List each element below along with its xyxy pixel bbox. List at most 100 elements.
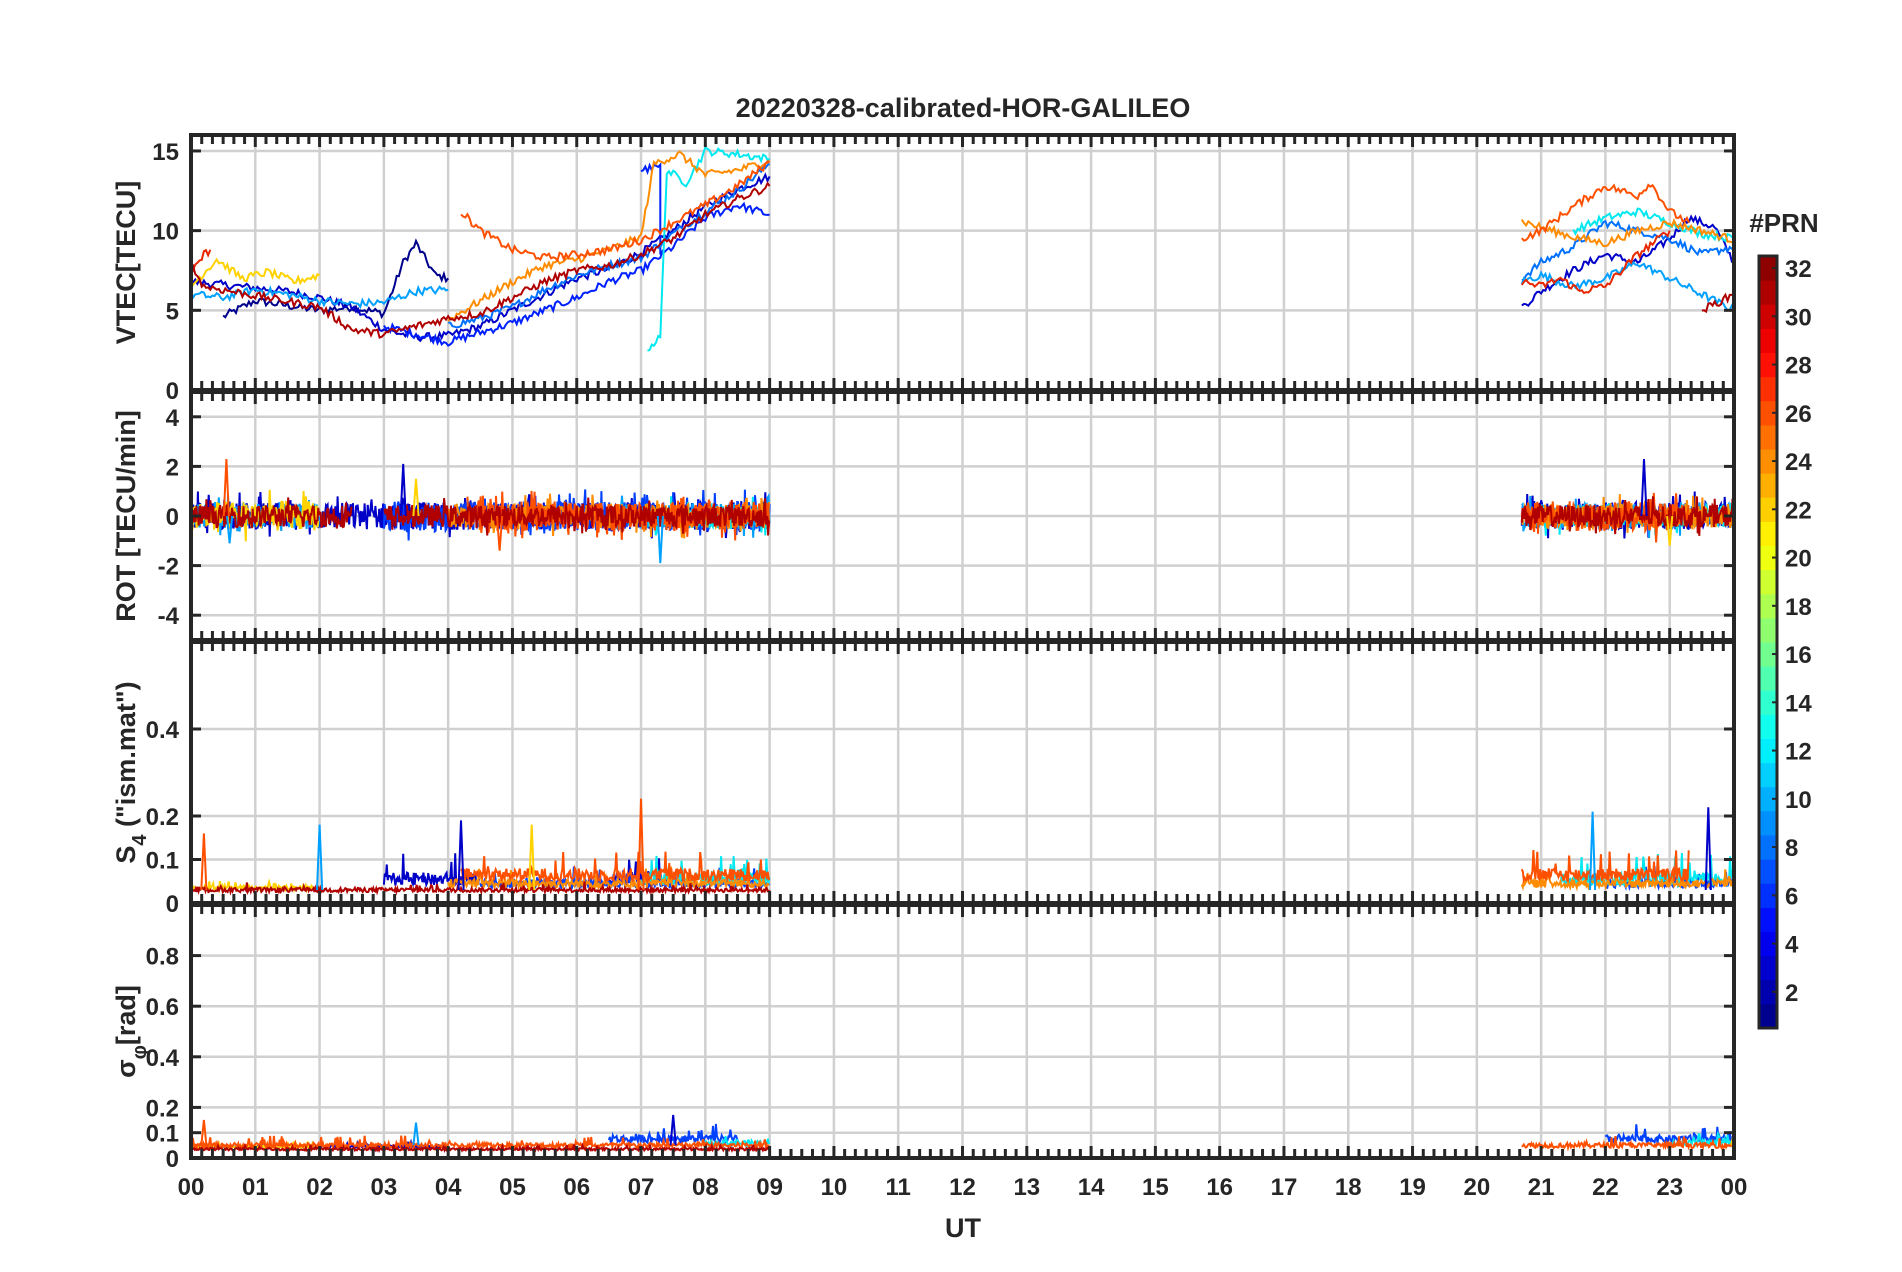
series-trace-prn-25 [460, 851, 771, 885]
colorbar-swatch [1759, 690, 1777, 715]
colorbar-swatch [1759, 449, 1777, 474]
series-trace-prn-6 [607, 1123, 739, 1147]
colorbar-swatch [1759, 955, 1777, 981]
series-trace-prn-30 [1520, 496, 1734, 536]
series-trace-prn-23 [1520, 869, 1734, 892]
x-tick-label: 21 [1528, 1174, 1555, 1201]
series-line-prn-8 [448, 162, 771, 329]
colorbar-swatch [1759, 328, 1777, 353]
y-tick-label: 15 [152, 139, 179, 166]
x-tick-label: 13 [1013, 1174, 1040, 1201]
colorbar-swatch [1759, 497, 1777, 522]
y-tick-label: 0.1 [146, 1121, 179, 1148]
colorbar-swatch [1759, 593, 1777, 619]
colorbar-swatch [1759, 280, 1777, 305]
colorbar-swatch [1759, 1003, 1777, 1029]
y-tick-label: 5 [166, 298, 179, 325]
y-axis-label-subscript: φ [129, 1045, 151, 1059]
colorbar-swatch [1759, 714, 1777, 739]
x-tick-label: 05 [499, 1174, 526, 1201]
y-tick-label: 0 [166, 504, 179, 531]
series-line-prn-8 [1521, 219, 1734, 282]
y-tick-label: 0 [166, 378, 179, 405]
y-tick-label: 10 [152, 219, 179, 246]
colorbar-swatch [1759, 473, 1777, 498]
colorbar-swatch [1759, 424, 1777, 450]
y-tick-label: 0.2 [146, 1095, 179, 1122]
colorbar-tick-label: 16 [1785, 642, 1812, 669]
x-tick-label: 00 [1721, 1174, 1748, 1201]
peak-spike [412, 478, 420, 517]
colorbar-tick-label: 30 [1785, 304, 1812, 331]
chart-title: 20220328-calibrated-HOR-GALILEO [736, 93, 1191, 123]
peak-spike [656, 515, 664, 564]
series-trace-prn-25 [191, 1135, 771, 1152]
series-line-prn-27 [1520, 230, 1671, 295]
x-tick-label: 19 [1399, 1174, 1426, 1201]
colorbar-swatch [1759, 810, 1777, 836]
series-line-prn-23 [1520, 217, 1734, 248]
colorbar-swatch [1759, 400, 1777, 426]
x-tick-label: 14 [1078, 1174, 1105, 1201]
peak-spike [316, 824, 324, 891]
peak-spike [200, 833, 208, 891]
y-tick-label: 0.4 [146, 717, 180, 744]
colorbar-swatch [1759, 304, 1777, 329]
x-tick-label: 10 [821, 1174, 848, 1201]
peak-spike [399, 463, 407, 517]
y-tick-label: 2 [166, 454, 179, 481]
y-axis-label-rest: ("ism.mat") [111, 681, 141, 834]
colorbar-tick-label: 10 [1785, 787, 1812, 814]
colorbar-swatch [1759, 859, 1777, 884]
series-line-prn-5 [383, 201, 770, 347]
panel-3: 00.10.20.4S4 ("ism.mat") [111, 640, 1736, 918]
colorbar-tick-label: 28 [1785, 353, 1812, 380]
y-tick-label: 0.2 [146, 804, 179, 831]
colorbar-swatch [1759, 786, 1777, 812]
peak-spike [637, 798, 645, 891]
x-axis: 00 01 02 03 04 05 06 07 08 09 10 11 12 13 14 15 16 17 18 19… [178, 1174, 1748, 1201]
peak-spike [1704, 807, 1712, 891]
colorbar-tick-label: 8 [1785, 835, 1798, 862]
colorbar-tick-label: 22 [1785, 497, 1812, 524]
colorbar-tick-label: 24 [1785, 449, 1812, 476]
colorbar-tick-label: 4 [1785, 932, 1799, 959]
peak-spike [1666, 515, 1674, 546]
peak-spike [1589, 811, 1597, 891]
colorbar-swatch [1759, 352, 1777, 378]
series-line-prn-3 [191, 172, 771, 343]
y-tick-label: 0 [166, 891, 179, 918]
colorbar-tick-label: 2 [1785, 980, 1798, 1007]
x-tick-label: 01 [242, 1174, 269, 1201]
x-tick-label: 06 [563, 1174, 590, 1201]
colorbar-tick-label: 14 [1785, 690, 1812, 717]
colorbar-swatch [1759, 883, 1777, 908]
y-axis-label: ROT [TECU/min] [111, 410, 141, 621]
colorbar-swatch [1759, 256, 1777, 281]
x-tick-label: 09 [756, 1174, 783, 1201]
colorbar-swatch [1759, 907, 1777, 932]
x-axis-label: UT [945, 1213, 981, 1243]
x-tick-label: 08 [692, 1174, 719, 1201]
series-line-prn-23 [447, 150, 771, 322]
peak-spike [669, 1114, 677, 1146]
series-trace-prn-25 [1521, 1135, 1734, 1152]
peak-spike [496, 515, 504, 551]
y-axis-label-main: σ [111, 1059, 141, 1077]
peak-spike [457, 820, 465, 891]
colorbar-swatch [1759, 738, 1777, 764]
series-line-prn-13 [1572, 207, 1734, 243]
series-trace-prn-25 [1520, 850, 1690, 885]
colorbar-swatch [1759, 521, 1777, 546]
series-line-prn-21 [191, 257, 321, 288]
peak-spike [226, 515, 234, 544]
x-tick-label: 00 [178, 1174, 205, 1201]
panel-data [191, 798, 1734, 896]
series-trace-prn-30 [383, 497, 771, 536]
x-tick-label: 15 [1142, 1174, 1169, 1201]
series-line-prn-2 [222, 238, 449, 320]
x-tick-label: 02 [306, 1174, 333, 1201]
colorbar-tick-label: 18 [1785, 594, 1812, 621]
